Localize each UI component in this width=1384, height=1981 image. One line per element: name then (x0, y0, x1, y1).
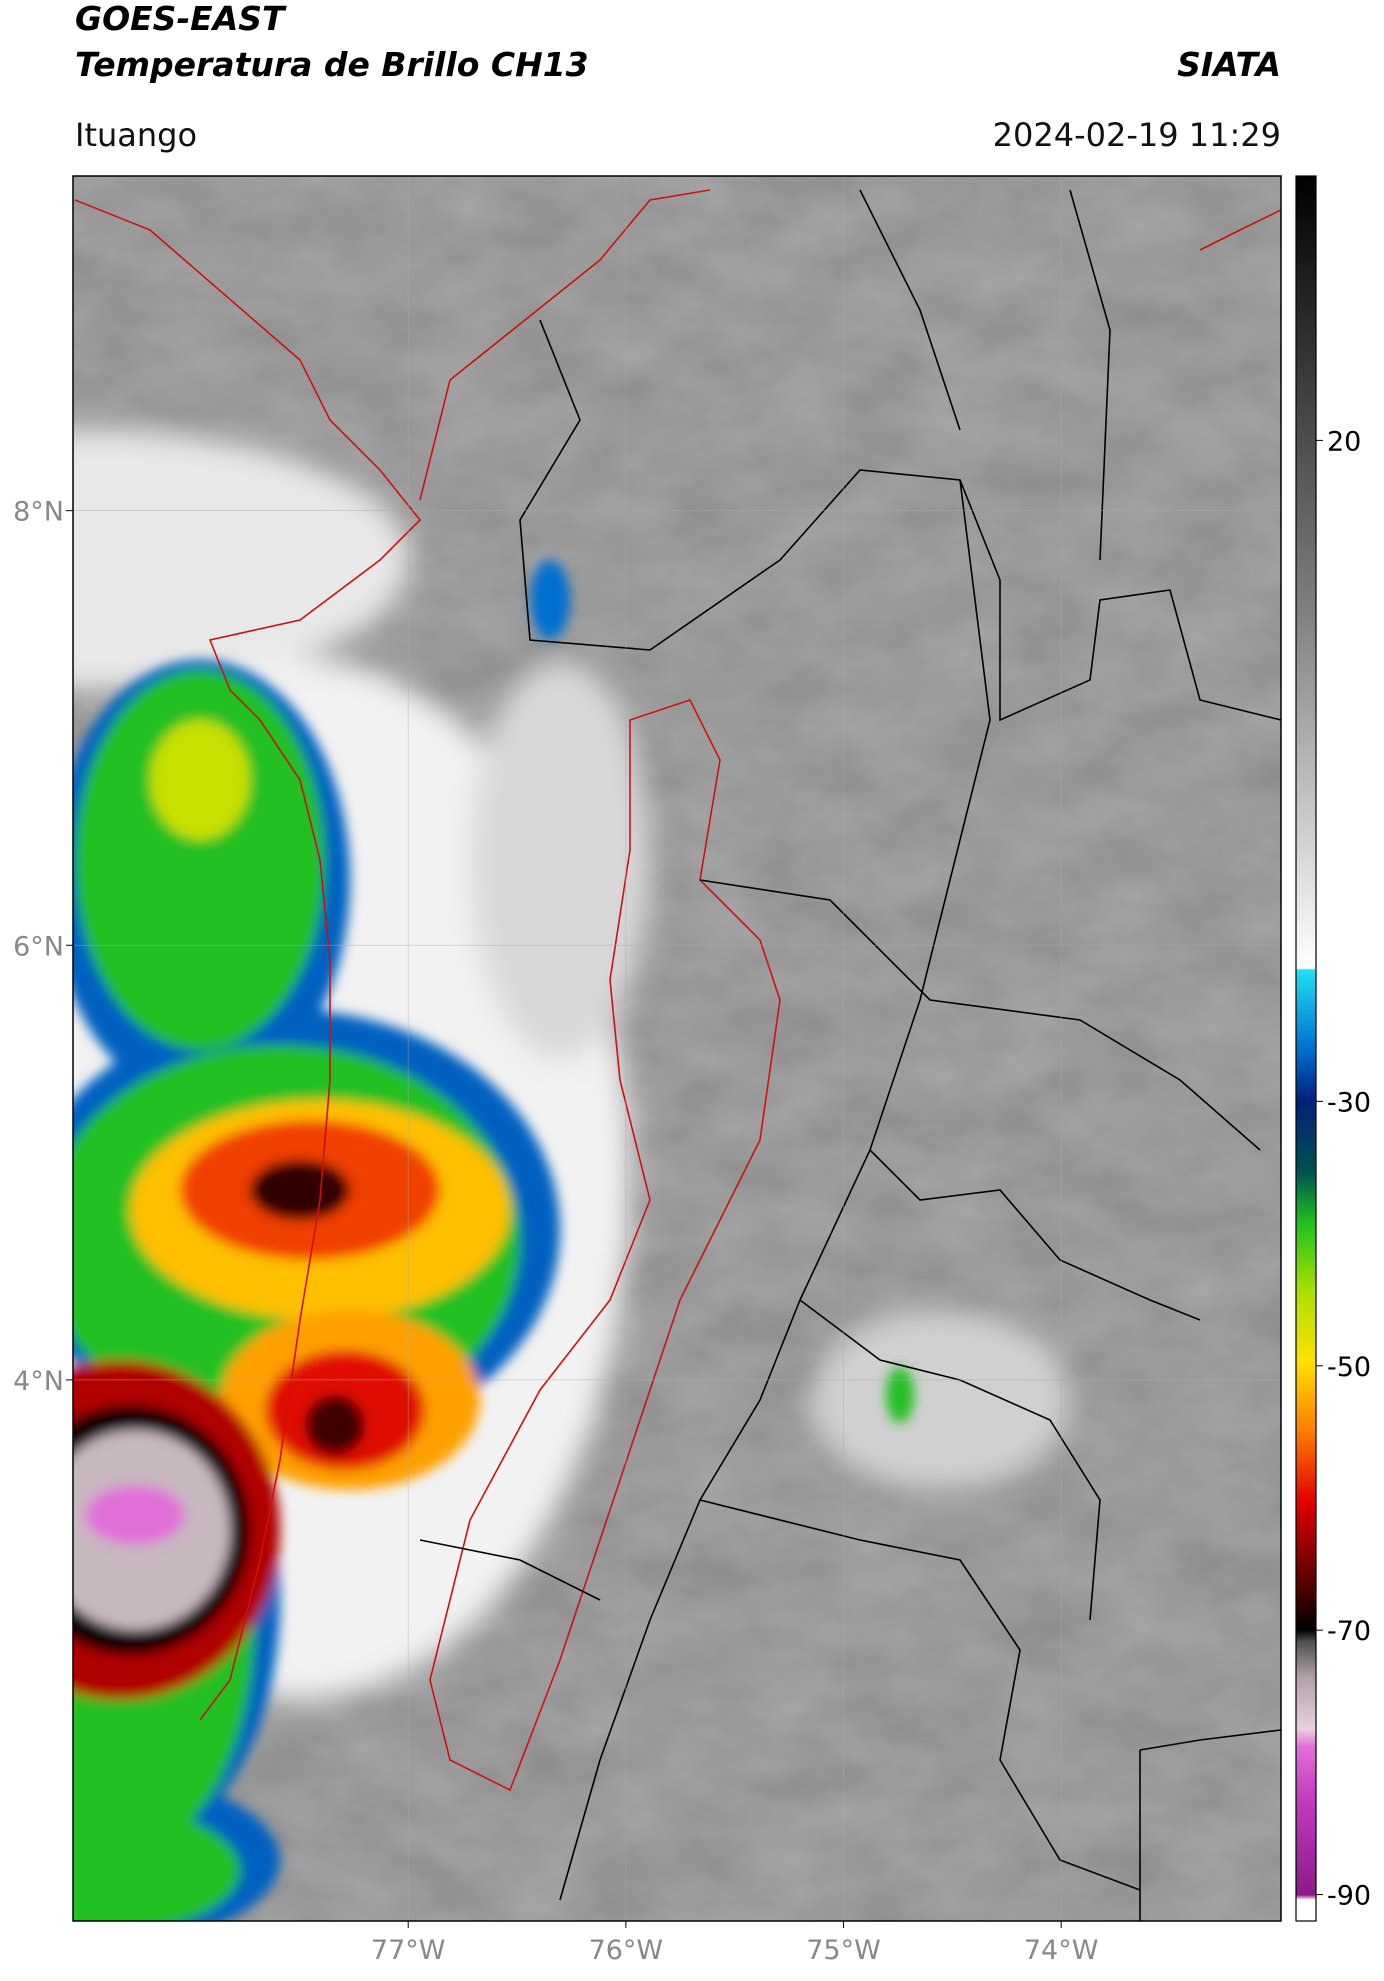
colorbar (1295, 175, 1317, 1922)
x-tick-label: 74°W (1024, 1935, 1099, 1966)
source: SIATA (1177, 45, 1281, 84)
boundaries (74, 189, 1281, 1921)
x-tick-label: 76°W (589, 1935, 664, 1966)
colorbar-tick-label: 20 (1327, 426, 1361, 457)
map-frame (72, 175, 1282, 1922)
colorbar-tick-label: -50 (1327, 1352, 1371, 1383)
subtitle: Temperatura de Brillo CH13 (75, 45, 589, 84)
datetime: 2024-02-19 11:29 (993, 116, 1281, 154)
imagery (73, 176, 1281, 1921)
x-tick-label: 77°W (371, 1935, 446, 1966)
colorbar-tick-label: -30 (1327, 1087, 1371, 1118)
y-tick-label: 6°N (13, 931, 64, 962)
title: GOES-EAST (75, 0, 287, 38)
y-tick-label: 8°N (13, 497, 64, 528)
y-tick-label: 4°N (13, 1366, 64, 1397)
colorbar-tick-label: -90 (1327, 1881, 1371, 1912)
colorbar-tick-label: -70 (1327, 1616, 1371, 1647)
graticule (73, 176, 1281, 1921)
x-tick-label: 75°W (806, 1935, 881, 1966)
location: Ituango (75, 116, 197, 154)
